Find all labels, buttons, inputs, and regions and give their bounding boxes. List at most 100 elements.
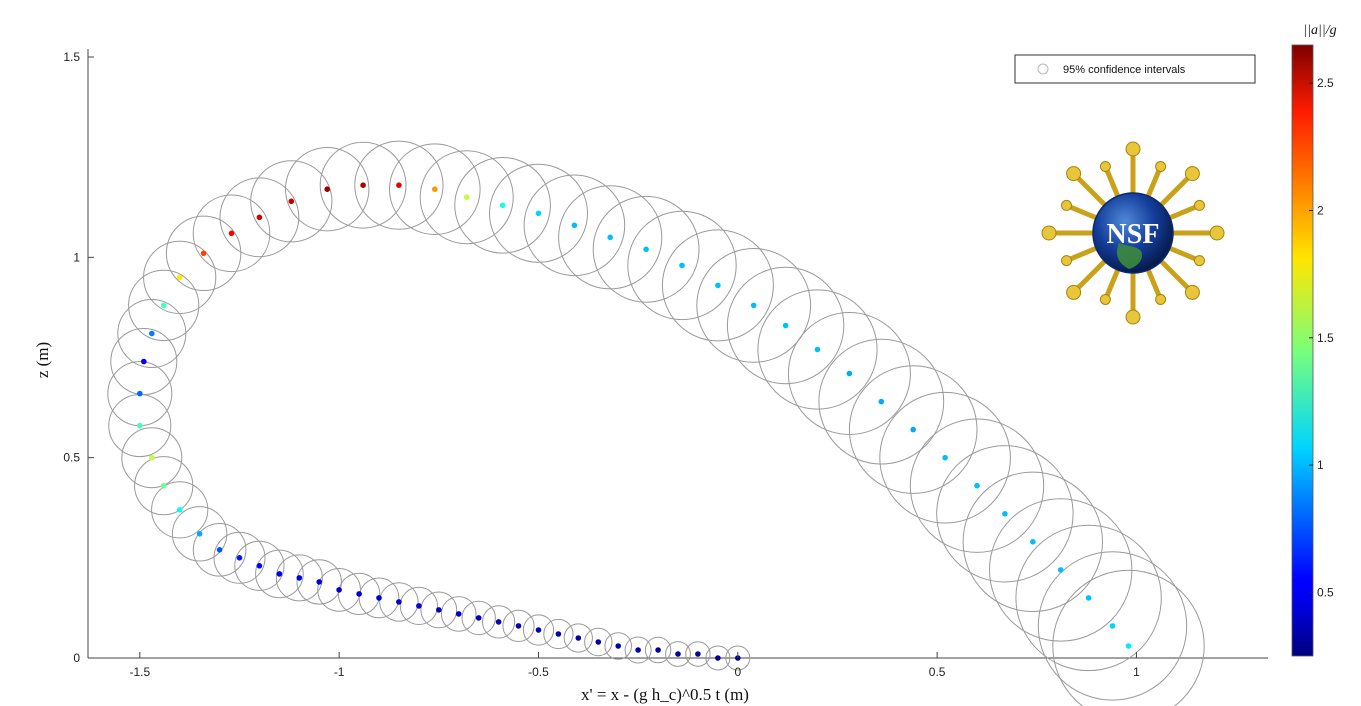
data-point [288,198,295,205]
data-point [137,390,143,397]
nsf-ray-tip [1194,199,1205,211]
nsf-ray [1071,171,1109,209]
data-point [495,619,502,625]
data-point [515,623,522,629]
axis-ticks: -1.5 -1 -0.5 0 0.5 1 0 0.5 1 1.5 [63,50,1140,679]
data-point [296,575,303,581]
colorbar-tick-label: 1 [1317,458,1324,472]
data-point [276,571,283,577]
data-point [396,182,402,188]
legend-box [1014,54,1256,84]
data-point [571,222,578,229]
nsf-ray-tip [1125,309,1141,325]
nsf-ray-tip [1099,161,1111,172]
confidence-circle [705,645,731,671]
confidence-circle [661,229,774,342]
x-tick-label: 0 [734,665,741,679]
x-tick-label: -1 [334,665,345,679]
confidence-circle [110,328,178,395]
data-point [432,186,438,192]
confidence-circle [143,240,217,314]
data-point [436,607,442,613]
data-point [942,454,948,461]
data-point [695,651,701,657]
confidence-circle [696,248,812,363]
confidence-circle [319,141,407,229]
nsf-ray [1145,265,1164,302]
nsf-ray-tip [1066,166,1082,182]
data-point [575,635,582,641]
data-point [176,507,183,513]
confidence-circle [644,636,672,664]
confidence-circle [665,641,691,667]
colorbar-ticks: 0.5 1 1.5 2 2.5 [1309,76,1334,599]
data-point [141,358,147,365]
nsf-ray [1165,202,1202,221]
data-point [595,639,602,645]
nsf-ray [1145,164,1164,201]
colorbar-label: ||a||/g [1303,23,1336,38]
nsf-ray-tip [1061,255,1072,267]
confidence-circle [489,163,588,263]
confidence-circle [134,456,194,516]
confidence-circle [165,215,242,292]
confidence-circle [936,445,1074,583]
confidence-circle [192,194,271,273]
data-point [149,330,155,337]
confidence-circle [317,568,362,612]
plot-axes [87,49,1268,659]
confidence-circle [219,177,300,258]
colorbar: 0.5 1 1.5 2 2.5 ||a||/g [1291,23,1337,657]
confidence-circle [171,506,228,562]
data-point [463,194,470,200]
colorbar-gradient [1291,44,1314,657]
confidence-circle [584,627,613,657]
confidence-circle [523,174,626,277]
nsf-logo-text: NSF [1107,219,1160,250]
confidence-circle [502,609,535,643]
data-point [396,599,402,605]
data-point [336,587,342,593]
confidence-circle [909,418,1045,553]
data-point [200,250,207,257]
data-point [499,202,506,209]
colorbar-tick-label: 2 [1317,203,1324,217]
data-point [316,579,323,585]
confidence-circle [461,600,496,636]
data-points [137,182,1132,661]
confidence-circle [592,195,700,303]
nsf-ray-tip [1125,141,1141,157]
data-point [216,547,223,553]
confidence-circle [379,582,419,622]
x-axis-label: x' = x - (g h_c)^0.5 t (m) [581,685,749,704]
confidence-circle [420,591,458,629]
confidence-circle [685,641,711,667]
data-point [416,603,422,609]
nsf-ray-tip [1184,166,1200,182]
nsf-ray [1102,164,1121,201]
data-point [196,531,203,537]
confidence-circles [107,140,1205,706]
nsf-ray [1064,245,1101,264]
confidence-circle [726,266,845,385]
data-point [782,322,789,329]
x-tick-label: 0.5 [929,665,946,679]
confidence-circle [1052,569,1205,706]
data-point [643,246,649,253]
colorbar-tick-label: 2.5 [1317,76,1334,90]
confidence-circle [848,365,978,494]
data-point [256,563,263,569]
legend-circle-icon [1037,63,1049,75]
confidence-circle [192,523,247,577]
data-point [846,370,853,377]
confidence-circle [454,157,551,254]
data-point [555,631,562,637]
data-point [376,595,382,601]
confidence-circle [1015,524,1162,672]
data-point [137,422,143,429]
data-point [160,302,167,309]
nsf-ray-tip [1061,199,1072,211]
data-point [455,611,462,617]
y-axis-label: z (m) [33,342,52,378]
